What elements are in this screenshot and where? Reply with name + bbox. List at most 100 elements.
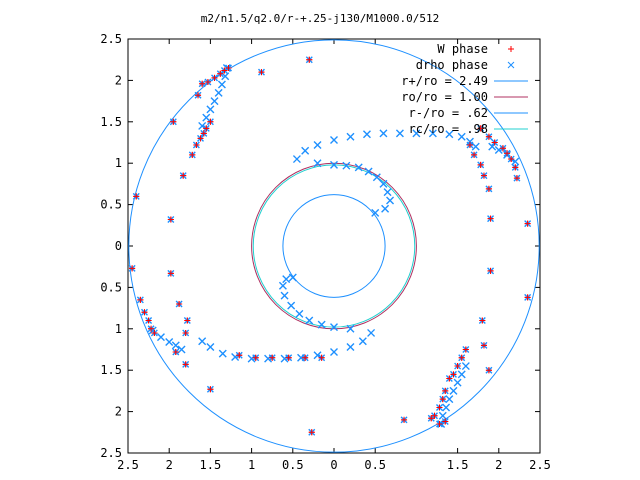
w-phase-point-overlay bbox=[491, 139, 498, 146]
drho-phase-arm-point bbox=[278, 281, 287, 290]
w-phase-point-overlay bbox=[203, 125, 210, 132]
w-phase-point-overlay bbox=[285, 354, 292, 361]
drho-phase-arm-point bbox=[494, 145, 503, 154]
x-tick-label: 1.5 bbox=[200, 458, 222, 472]
w-phase-point-overlay bbox=[211, 74, 218, 81]
drho-phase-arm-point bbox=[217, 80, 226, 89]
w-phase-point-overlay bbox=[401, 416, 408, 423]
w-phase-point-overlay bbox=[477, 161, 484, 168]
y-tick-label: 0.5 bbox=[100, 280, 122, 294]
x-tick-label: 0.5 bbox=[364, 458, 386, 472]
legend-cross-marker bbox=[507, 61, 515, 69]
w-phase-point-overlay bbox=[485, 133, 492, 140]
drho-phase-arm-point bbox=[177, 345, 186, 354]
drho-phase-arm-point bbox=[358, 337, 367, 346]
w-phase-point-overlay bbox=[471, 151, 478, 158]
drho-phase-arm-point bbox=[330, 323, 338, 332]
w-phase-point-overlay bbox=[485, 367, 492, 374]
w-phase-point-overlay bbox=[167, 270, 174, 277]
w-phase-point-overlay bbox=[176, 300, 183, 307]
axis-ticks: 2.5 2 1.5 1 0.5 0 0.5 1.5 2 2.52.521.510.500.511.… bbox=[100, 32, 551, 472]
w-phase-point-overlay bbox=[487, 215, 494, 222]
drho-phase-arm-point bbox=[442, 403, 451, 412]
drho-phase-arm-point bbox=[231, 352, 240, 361]
drho-phase-arm-point bbox=[282, 275, 291, 284]
w-phase-point-overlay bbox=[477, 125, 484, 132]
x-tick-label: 0 bbox=[330, 458, 337, 472]
drho-phase-arm-point bbox=[287, 301, 296, 310]
w-phase-point-overlay bbox=[462, 346, 469, 353]
w-phase-point-overlay bbox=[197, 135, 204, 142]
x-tick-label: 2 bbox=[495, 458, 502, 472]
w-phase-point-overlay bbox=[236, 352, 243, 359]
circle-ro-line bbox=[251, 162, 417, 330]
data-points bbox=[128, 56, 532, 436]
drho-phase-arm-point bbox=[280, 354, 289, 363]
y-tick-label: 2.5 bbox=[100, 446, 122, 460]
w-phase-point-overlay bbox=[513, 175, 520, 182]
drho-phase-arm-point bbox=[206, 105, 215, 114]
w-phase-point-overlay bbox=[439, 396, 446, 403]
w-phase-point-overlay bbox=[431, 412, 438, 419]
w-phase-point-overlay bbox=[308, 429, 315, 436]
drho-phase-arm-point bbox=[330, 160, 338, 169]
drho-phase-arm-point bbox=[386, 196, 395, 205]
w-phase-point-overlay bbox=[480, 342, 487, 349]
drho-phase-arm-point bbox=[218, 349, 227, 358]
drho-phase-arm-point bbox=[301, 146, 310, 155]
x-tick-label: 1.5 bbox=[447, 458, 469, 472]
drho-phase-arm-point bbox=[372, 173, 381, 182]
w-phase-point-overlay bbox=[258, 69, 265, 76]
w-phase-point-overlay bbox=[133, 193, 140, 200]
w-phase-point-overlay bbox=[450, 371, 457, 378]
w-phase-point-overlay bbox=[436, 421, 443, 428]
w-phase-point-overlay bbox=[524, 220, 531, 227]
drho-phase-arm-point bbox=[395, 129, 404, 138]
drho-phase-arm-point bbox=[449, 386, 458, 395]
w-phase-point-overlay bbox=[137, 296, 144, 303]
w-phase-point-overlay bbox=[207, 118, 214, 125]
drho-phase-arm-point bbox=[457, 132, 466, 141]
drho-phase-arm-point bbox=[202, 113, 211, 122]
drho-phase-arm-point bbox=[247, 354, 256, 363]
w-phase-point-overlay bbox=[454, 363, 461, 370]
drho-phase-arm-point bbox=[330, 347, 338, 356]
drho-phase-arm-point bbox=[445, 130, 454, 139]
w-phase-point-overlay bbox=[302, 354, 309, 361]
drho-phase-arm-point bbox=[264, 354, 273, 363]
legend-plus-marker bbox=[508, 46, 514, 52]
w-phase-point-overlay bbox=[485, 185, 492, 192]
w-phase-point-overlay bbox=[167, 216, 174, 223]
x-tick-label: 0.5 bbox=[282, 458, 304, 472]
w-phase-point-overlay bbox=[524, 294, 531, 301]
drho-phase-arm-point bbox=[330, 136, 338, 145]
legend-label: rc/ro = .98 bbox=[409, 122, 488, 136]
w-phase-point-overlay bbox=[207, 386, 214, 393]
drho-phase-arm-point bbox=[364, 167, 373, 176]
drho-phase-arm-point bbox=[383, 188, 392, 197]
drho-phase-arm-point bbox=[165, 338, 174, 347]
drho-phase-arm-point bbox=[428, 129, 437, 138]
drho-phase-arm-point bbox=[379, 129, 388, 138]
w-phase-point-overlay bbox=[466, 141, 473, 148]
w-phase-point-overlay bbox=[446, 375, 453, 382]
drho-phase-arm-point bbox=[453, 378, 462, 387]
y-tick-label: 0 bbox=[115, 239, 122, 253]
drho-phase-arm-point bbox=[461, 362, 470, 371]
drho-phase-arm-point bbox=[445, 395, 454, 404]
drho-phase-arm-point bbox=[292, 155, 301, 164]
drho-phase-arm-point bbox=[367, 328, 376, 337]
y-tick-label: 1 bbox=[115, 322, 122, 336]
drho-phase-arm-point bbox=[371, 208, 380, 217]
w-phase-point-overlay bbox=[442, 387, 449, 394]
drho-phase-arm-point bbox=[354, 163, 363, 172]
w-phase-point-overlay bbox=[217, 70, 224, 77]
legend-label: r+/ro = 2.49 bbox=[401, 74, 488, 88]
drho-phase-arm-point bbox=[210, 97, 219, 106]
w-phase-point-overlay bbox=[436, 404, 443, 411]
w-phase-point-overlay bbox=[225, 64, 232, 71]
w-phase-point-overlay bbox=[269, 354, 276, 361]
drho-phase-arm-point bbox=[342, 161, 351, 170]
w-phase-point-overlay bbox=[504, 150, 511, 157]
